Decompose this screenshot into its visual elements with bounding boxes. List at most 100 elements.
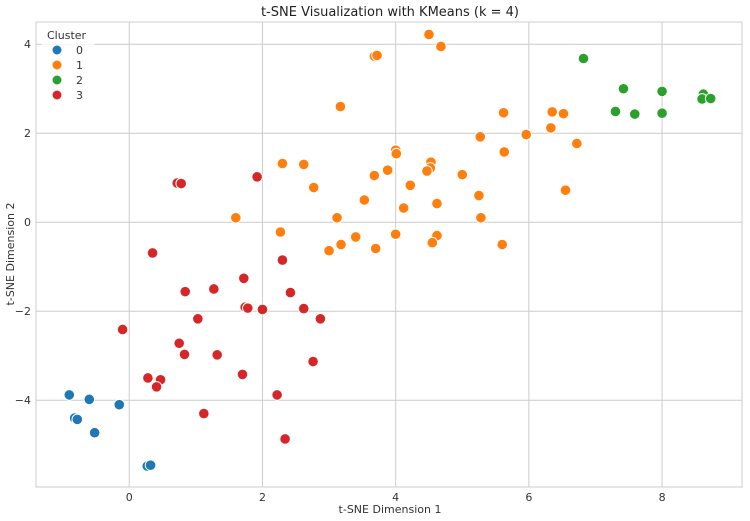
plot-area (35, 21, 743, 488)
data-point-cluster-1 (404, 179, 417, 192)
data-point-cluster-1 (426, 236, 439, 249)
data-point-cluster-2 (617, 82, 630, 95)
data-point-cluster-1 (496, 238, 509, 251)
data-point-cluster-1 (473, 189, 485, 202)
data-point-cluster-1 (546, 106, 558, 118)
y-tick-label: −4 (15, 394, 31, 407)
data-point-cluster-0 (83, 393, 96, 406)
data-point-cluster-1 (520, 128, 533, 141)
data-point-cluster-3 (179, 285, 191, 298)
data-point-cluster-3 (251, 171, 263, 183)
data-point-cluster-3 (142, 372, 154, 384)
x-tick-label: 0 (126, 491, 133, 504)
data-point-cluster-1 (358, 194, 371, 206)
data-points (63, 28, 717, 472)
data-point-cluster-2 (704, 92, 717, 105)
data-point-cluster-1 (571, 137, 583, 150)
data-point-cluster-1 (559, 184, 572, 197)
data-point-cluster-1 (335, 238, 347, 251)
data-point-cluster-1 (307, 181, 320, 194)
data-point-cluster-1 (545, 122, 557, 134)
data-point-cluster-1 (474, 131, 487, 143)
data-point-cluster-3 (173, 337, 185, 350)
data-point-cluster-1 (421, 165, 433, 177)
data-point-cluster-3 (284, 286, 297, 299)
data-point-cluster-1 (368, 169, 381, 182)
data-point-cluster-3 (271, 389, 283, 401)
data-point-cluster-3 (276, 254, 289, 266)
data-point-cluster-1 (397, 202, 410, 214)
data-point-cluster-1 (371, 49, 383, 62)
data-point-cluster-1 (297, 158, 310, 171)
data-point-cluster-2 (656, 85, 668, 98)
legend-marker (51, 74, 63, 86)
data-point-cluster-0 (63, 389, 76, 401)
x-tick-label: 2 (259, 491, 266, 504)
y-tick-label: 0 (24, 216, 31, 229)
data-point-cluster-3 (256, 303, 269, 316)
y-tick-label: 4 (24, 38, 31, 51)
y-axis-label: t-SNE Dimension 2 (4, 203, 17, 306)
data-point-cluster-2 (609, 105, 622, 118)
data-point-cluster-3 (211, 349, 223, 361)
data-point-cluster-3 (236, 368, 249, 381)
legend-marker (51, 44, 63, 56)
data-point-cluster-3 (297, 302, 310, 315)
legend-marker (51, 89, 63, 101)
legend-title: Cluster (47, 29, 87, 42)
data-point-cluster-3 (198, 407, 210, 420)
data-point-cluster-3 (146, 247, 159, 259)
data-point-cluster-1 (274, 226, 287, 238)
chart-title: t-SNE Visualization with KMeans (k = 4) (261, 5, 519, 20)
data-point-cluster-1 (557, 107, 570, 120)
data-point-cluster-3 (175, 177, 187, 190)
data-point-cluster-1 (456, 168, 469, 181)
legend-label: 1 (76, 59, 83, 72)
data-point-cluster-1 (497, 106, 510, 119)
data-point-cluster-3 (307, 355, 319, 368)
data-point-cluster-3 (208, 283, 220, 295)
data-point-cluster-1 (423, 28, 435, 41)
data-point-cluster-1 (349, 231, 362, 243)
data-point-cluster-1 (389, 228, 402, 241)
legend-label: 3 (76, 89, 83, 102)
data-point-cluster-1 (334, 100, 347, 113)
data-point-cluster-1 (431, 197, 443, 210)
data-point-cluster-1 (331, 211, 343, 224)
data-point-cluster-3 (178, 348, 191, 361)
data-point-cluster-0 (144, 459, 157, 471)
data-point-cluster-3 (314, 312, 327, 325)
tick-labels: 0 2 4 6 8 −4 −2 0 2 4 (15, 38, 666, 504)
data-point-cluster-0 (88, 426, 101, 439)
data-point-cluster-1 (276, 157, 289, 170)
data-point-cluster-1 (230, 211, 242, 224)
data-point-cluster-2 (656, 107, 668, 120)
data-point-cluster-1 (390, 147, 403, 160)
data-point-cluster-1 (381, 164, 394, 176)
data-point-cluster-3 (192, 312, 204, 325)
data-point-cluster-1 (323, 244, 335, 257)
y-tick-label: −2 (15, 305, 31, 318)
y-tick-label: 2 (24, 127, 31, 140)
legend-box (42, 27, 94, 109)
legend: Cluster 0 1 2 3 (42, 27, 94, 109)
grid (36, 22, 742, 487)
x-axis-label: t-SNE Dimension 1 (339, 503, 442, 516)
data-point-cluster-2 (628, 108, 641, 120)
data-point-cluster-1 (475, 211, 487, 224)
legend-label: 2 (76, 74, 83, 87)
data-point-cluster-3 (238, 272, 250, 285)
data-point-cluster-0 (71, 413, 84, 426)
data-point-cluster-1 (435, 40, 447, 53)
legend-label: 0 (76, 44, 83, 57)
data-point-cluster-3 (116, 323, 129, 336)
data-point-cluster-3 (242, 302, 254, 314)
data-point-cluster-1 (369, 242, 382, 255)
data-point-cluster-3 (150, 381, 163, 393)
data-point-cluster-2 (577, 52, 590, 65)
data-point-cluster-1 (498, 146, 511, 158)
data-point-cluster-3 (279, 433, 291, 445)
legend-marker (51, 59, 63, 71)
x-tick-label: 4 (392, 491, 399, 504)
